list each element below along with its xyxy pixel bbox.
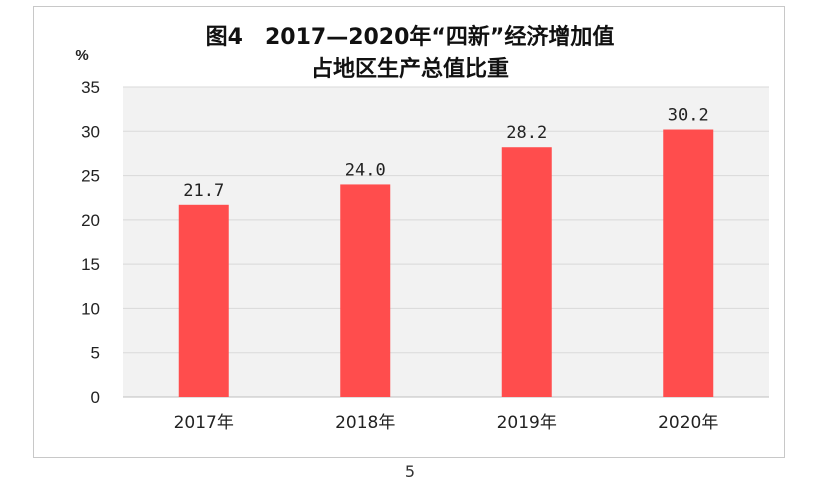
y-tick-label: 25 [81, 167, 100, 186]
gridlines [123, 86, 769, 398]
value-labels: 21.7 24.0 28.2 30.2 [183, 106, 708, 201]
x-tick-label: 2020年 [658, 413, 718, 433]
value-label: 30.2 [668, 106, 709, 126]
value-label: 28.2 [506, 123, 547, 143]
bar-2020年 [663, 129, 714, 397]
y-tick-label: 10 [81, 299, 100, 318]
y-tick-label: 35 [81, 78, 100, 97]
y-tick-label: 15 [81, 255, 100, 274]
page-number: 5 [404, 462, 416, 481]
value-label: 21.7 [183, 181, 224, 201]
value-label: 24.0 [345, 160, 386, 180]
y-tick-label: 20 [81, 211, 100, 230]
y-axis-ticks: 0 5 10 15 20 25 30 35 [81, 78, 100, 407]
x-axis-ticks: 2017年 2018年 2019年 2020年 [174, 413, 719, 433]
x-tick-label: 2017年 [174, 413, 234, 433]
bar-2019年 [501, 147, 552, 397]
y-axis-label: % [75, 47, 88, 64]
y-tick-label: 5 [91, 344, 100, 363]
bar-series [178, 129, 714, 397]
x-tick-label: 2019年 [497, 413, 557, 433]
y-tick-label: 0 [91, 388, 100, 407]
bar-2017年 [178, 204, 229, 397]
x-tick-label: 2018年 [335, 413, 395, 433]
chart-title-line-2: 占地区生产总值比重 [310, 57, 509, 82]
chart-title-line-1: 图4 2017—2020年“四新”经济增加值 [205, 25, 615, 50]
plot-area [123, 87, 769, 397]
y-tick-label: 30 [81, 122, 100, 141]
bar-2018年 [340, 184, 391, 397]
